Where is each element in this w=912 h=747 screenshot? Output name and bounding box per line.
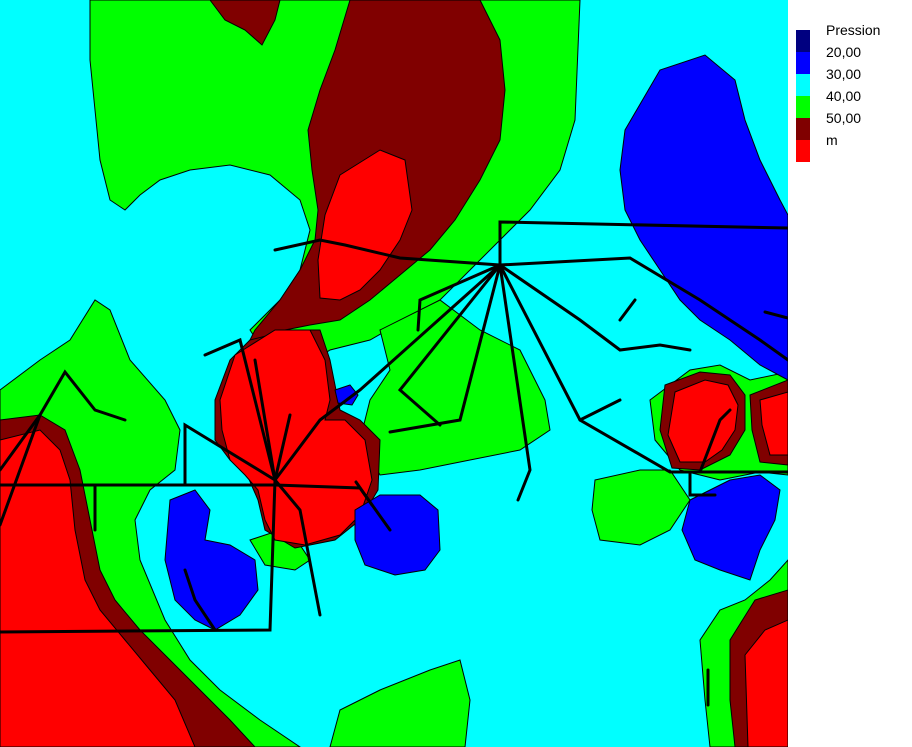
pipe-segment <box>688 470 717 497</box>
pipe-segment <box>498 256 788 362</box>
legend-swatch-bottom <box>796 140 810 162</box>
pipe-segment <box>183 568 217 632</box>
pipe-segment <box>273 238 502 267</box>
legend-swatch-top <box>796 30 810 52</box>
pipe-segment <box>0 478 277 634</box>
pipe-segment <box>698 408 732 474</box>
legend-swatch-50 <box>796 118 810 140</box>
contour-blue-zones <box>164 54 788 631</box>
pipe-segment <box>203 337 277 482</box>
contour-red-zones <box>0 149 788 747</box>
pipe-segment <box>618 298 637 322</box>
pipe-segment <box>253 358 277 482</box>
pipe-segment <box>763 310 788 320</box>
pipe-segment <box>498 263 788 474</box>
legend-swatch-30 <box>796 74 810 96</box>
pressure-legend: Pression 20,00 30,00 40,00 50,00 m <box>796 22 912 242</box>
legend-title: Pression <box>826 22 881 38</box>
legend-swatch-20 <box>796 52 810 74</box>
pipe-segment <box>498 263 692 352</box>
pipe-segment <box>273 413 292 482</box>
pipe-segment <box>578 398 622 422</box>
pipe-segment <box>0 483 392 532</box>
pipe-segment <box>498 263 532 502</box>
pipe-segment <box>397 263 502 427</box>
pipe-segment <box>0 413 42 527</box>
pipe-segment <box>273 478 322 617</box>
pipe-segment <box>183 422 277 487</box>
legend-unit: m <box>826 132 838 148</box>
pipe-segment <box>498 220 788 267</box>
pipe-segment <box>0 369 127 472</box>
legend-label-50: 50,00 <box>826 110 862 126</box>
pressure-contour-map <box>0 0 788 747</box>
pipe-network <box>0 220 788 707</box>
pipe-segment <box>354 480 374 507</box>
pipe-segment <box>416 263 502 332</box>
legend-label-30: 30,00 <box>826 66 862 82</box>
pipe-segment <box>273 263 502 482</box>
legend-swatch-40 <box>796 96 810 118</box>
pipe-segment <box>388 263 502 434</box>
legend-label-40: 40,00 <box>826 88 862 104</box>
legend-label-20: 20,00 <box>826 44 862 60</box>
